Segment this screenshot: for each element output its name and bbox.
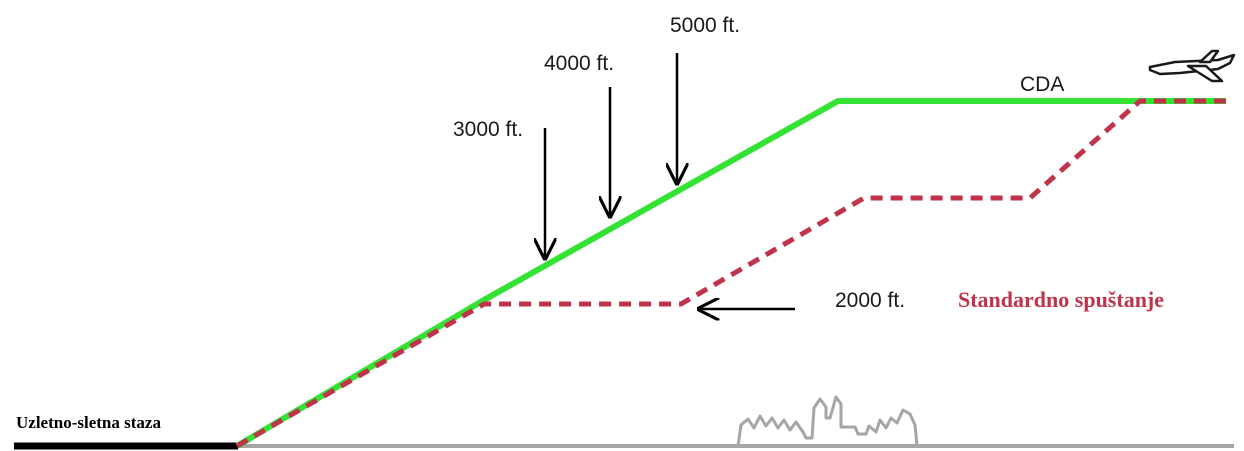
cda-label: CDA — [1020, 73, 1064, 96]
standard-descent-label: Standardno spuštanje — [958, 287, 1164, 312]
airplane-icon — [1148, 49, 1236, 83]
altitude-4000-label: 4000 ft. — [544, 52, 614, 75]
standard-descent-path — [235, 98, 1226, 449]
altitude-5000-label: 5000 ft. — [670, 14, 740, 37]
altitude-2000-label: 2000 ft. — [835, 289, 905, 312]
city-skyline-icon — [736, 395, 919, 447]
altitude-3000-label: 3000 ft. — [453, 118, 523, 141]
runway-label: Uzletno-sletna staza — [16, 413, 161, 432]
